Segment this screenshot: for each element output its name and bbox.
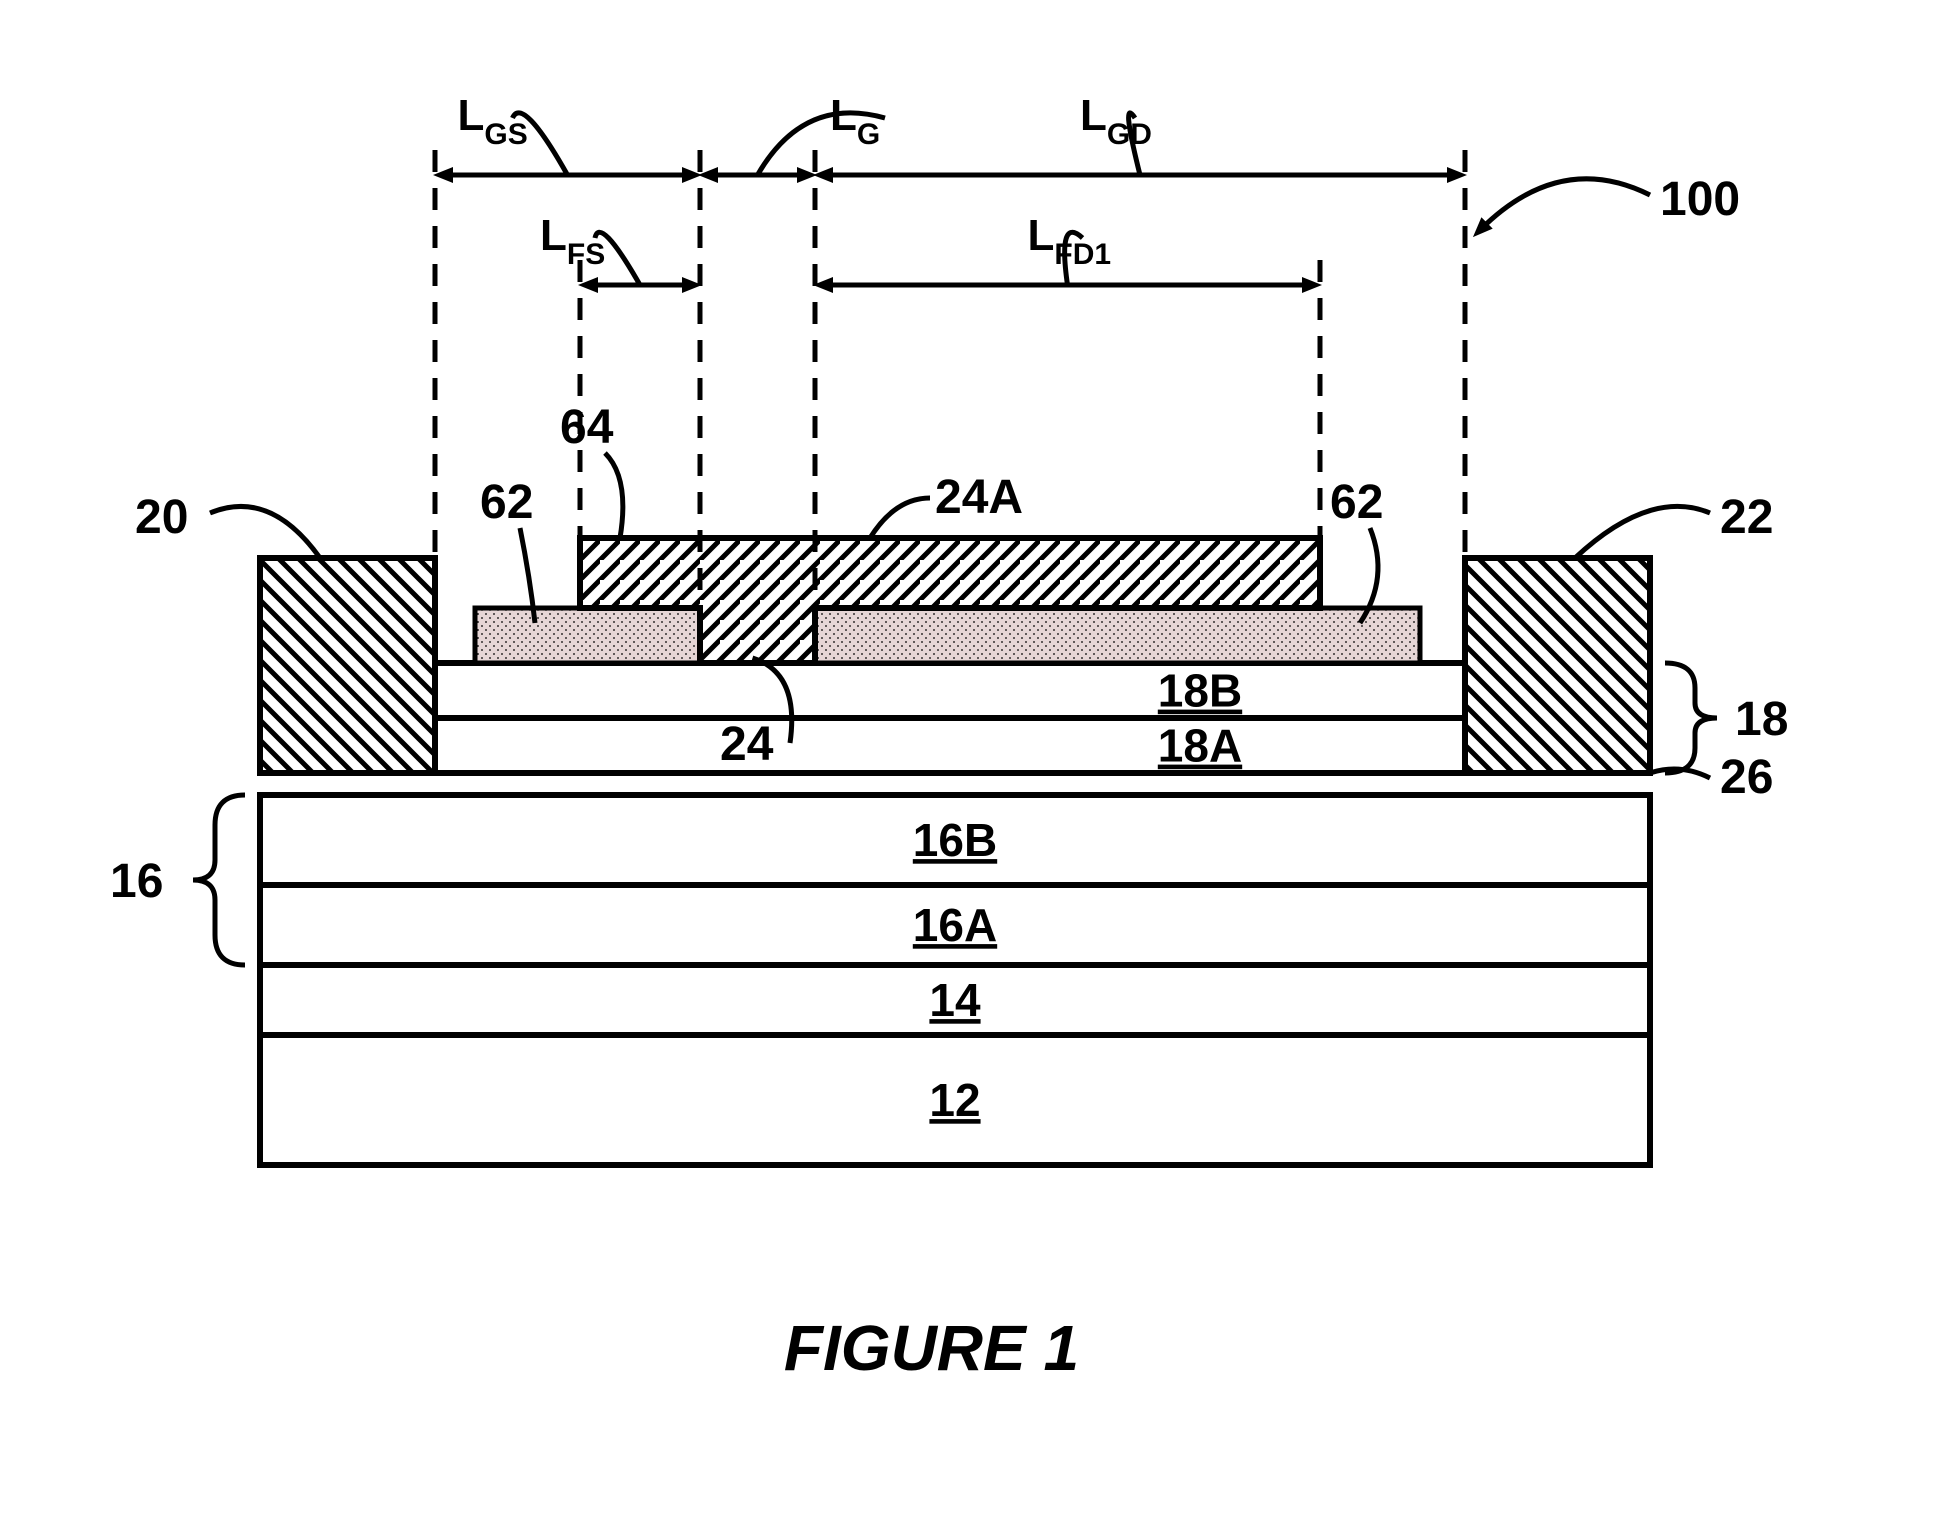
ref-24A: 24A <box>935 471 1023 524</box>
label-16A: 16A <box>913 899 997 951</box>
ref-62-left: 62 <box>480 476 533 529</box>
dim-lfs: LFS <box>540 211 605 271</box>
ref-20: 20 <box>135 491 188 544</box>
label-14: 14 <box>929 974 981 1026</box>
label-16B: 16B <box>913 814 997 866</box>
label-12: 12 <box>929 1074 980 1126</box>
ref-26: 26 <box>1720 751 1773 804</box>
ref-100: 100 <box>1660 173 1740 226</box>
ref-22: 22 <box>1720 491 1773 544</box>
label-18A: 18A <box>1158 720 1242 772</box>
figure-caption: FIGURE 1 <box>784 1312 1079 1384</box>
dim-lg: LG <box>830 91 880 151</box>
ref-16: 16 <box>110 855 163 908</box>
label-18B: 18B <box>1158 665 1242 717</box>
dim-lgs: LGS <box>458 91 528 151</box>
ref-18: 18 <box>1735 693 1788 746</box>
figure-1-diagram: 12 14 16A 16B 18A18B 20 22 62 64 24A 62 24 100 26 16 18… <box>0 0 1943 1513</box>
ref-64: 64 <box>560 401 614 454</box>
ref-24: 24 <box>720 718 774 771</box>
dim-lgd: LGD <box>1080 91 1152 151</box>
ref-62-right: 62 <box>1330 476 1383 529</box>
dim-lfd: LFD1 <box>1028 211 1112 271</box>
